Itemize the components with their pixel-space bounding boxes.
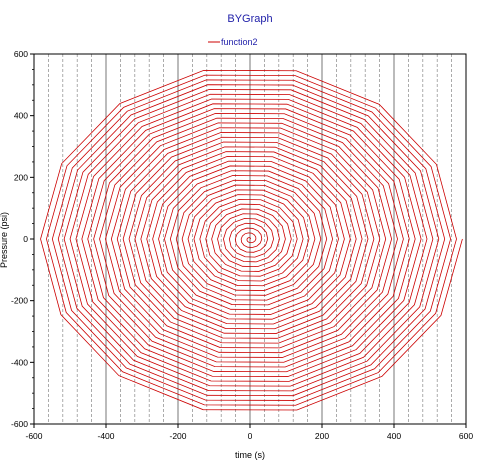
x-axis: -600 -400 -200 0 200 400 600 <box>25 424 473 441</box>
x-tick-label: -600 <box>25 431 42 441</box>
y-tick-label: -400 <box>11 357 28 367</box>
chart-title: BYGraph <box>227 13 272 25</box>
legend: function2 <box>208 37 258 47</box>
x-tick-label: -200 <box>169 431 186 441</box>
y-tick-label: -600 <box>11 419 28 429</box>
series-line-function2 <box>40 69 463 411</box>
y-tick-label: 0 <box>23 234 28 244</box>
legend-label-function2: function2 <box>221 37 258 47</box>
y-axis: 600 400 200 0 -200 -400 -600 <box>11 49 34 429</box>
y-tick-label: 400 <box>14 111 28 121</box>
y-tick-label: 600 <box>14 49 28 59</box>
x-tick-label: -400 <box>97 431 114 441</box>
x-tick-label: 400 <box>387 431 401 441</box>
series-function2 <box>40 69 463 411</box>
x-tick-label: 600 <box>459 431 473 441</box>
x-tick-label: 0 <box>248 431 253 441</box>
grid <box>48 54 452 424</box>
y-tick-label: -200 <box>11 296 28 306</box>
x-tick-label: 200 <box>315 431 329 441</box>
y-tick-label: 200 <box>14 172 28 182</box>
y-axis-label: Pressure (psi) <box>0 212 9 268</box>
x-axis-label: time (s) <box>235 450 265 460</box>
